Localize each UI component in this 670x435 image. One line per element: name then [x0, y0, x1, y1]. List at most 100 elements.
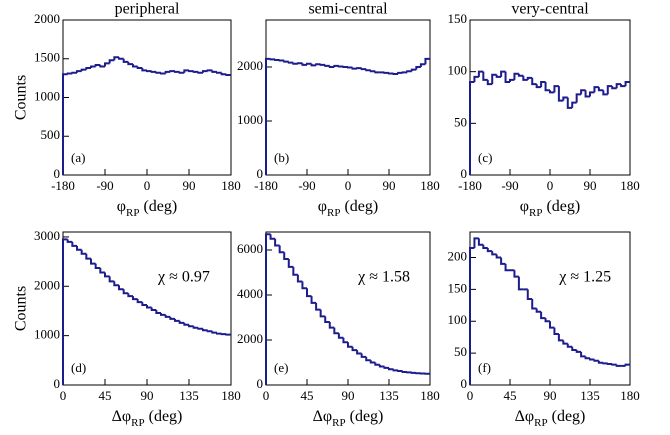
x-label-subscript: RP: [327, 207, 340, 219]
y-tick-label: 0: [54, 166, 61, 181]
histogram-step: [310, 63, 317, 67]
histogram-step: [337, 333, 344, 339]
histogram-step: [174, 318, 180, 322]
histogram-step: [324, 64, 330, 67]
histogram-step: [319, 309, 326, 318]
histogram-step: [495, 254, 502, 259]
histogram-step: [269, 234, 276, 240]
x-tick-label: -90: [96, 178, 113, 193]
histogram-step: [296, 62, 303, 65]
histogram-step: [301, 281, 307, 290]
histogram-step: [620, 84, 626, 88]
histogram-step: [66, 72, 73, 75]
x-tick-label: -90: [501, 178, 518, 193]
histogram-step: [615, 364, 622, 367]
x-tick-label: 90: [342, 388, 355, 403]
histogram-step: [549, 90, 555, 94]
histogram-step: [183, 322, 189, 326]
histogram-step: [397, 370, 403, 373]
histogram-step: [602, 90, 608, 96]
histogram-step: [517, 276, 524, 291]
x-label-symbol: Δφ: [313, 408, 333, 425]
y-tick-label: 150: [448, 280, 468, 295]
histogram-step: [141, 68, 147, 72]
histogram-step: [188, 324, 194, 328]
histogram-step: [392, 369, 399, 372]
histogram-step: [347, 66, 353, 69]
plot-frame: [62, 19, 232, 176]
histogram-step: [504, 263, 510, 272]
x-tick-label: 45: [301, 388, 314, 403]
histogram-step: [113, 281, 119, 287]
histogram-step: [169, 316, 175, 320]
x-label-unit: (deg): [546, 198, 580, 215]
histogram-step: [80, 68, 87, 72]
x-tick-label: 90: [141, 388, 154, 403]
histogram-step: [378, 364, 385, 368]
x-tick-label: 0: [467, 388, 474, 403]
histogram-step: [113, 56, 119, 61]
histogram-step: [278, 245, 285, 254]
histogram-step: [62, 73, 68, 175]
histogram-step: [160, 72, 166, 75]
histogram-step: [310, 296, 317, 304]
x-label-subscript: RP: [534, 417, 547, 429]
histogram-step: [562, 96, 568, 101]
panel-title: very-central: [511, 1, 589, 18]
histogram-step: [141, 302, 147, 307]
x-tick-label: 180: [420, 178, 440, 193]
histogram-step: [401, 370, 408, 373]
x-tick-label: 180: [221, 178, 241, 193]
x-tick-label: 90: [183, 178, 196, 193]
histogram-step: [356, 350, 362, 355]
y-tick-label: 150: [448, 11, 468, 26]
x-tick-label: 180: [620, 178, 640, 193]
plot-frame: [469, 19, 631, 176]
histogram-step: [306, 62, 312, 65]
x-tick-label: 0: [547, 178, 554, 193]
histogram-step: [122, 58, 129, 63]
histogram-step: [183, 69, 189, 73]
histogram-step: [265, 57, 271, 175]
y-tick-label: 0: [257, 376, 264, 391]
histogram-step: [319, 63, 326, 66]
histogram-step: [85, 67, 91, 70]
histogram-step: [580, 89, 586, 95]
histogram-step: [526, 289, 533, 300]
x-axis-label: φRP (deg): [520, 198, 580, 219]
histogram-step: [410, 68, 417, 72]
histogram-step: [544, 318, 550, 323]
histogram-step: [146, 305, 152, 309]
histogram-step: [206, 69, 213, 72]
histogram-step: [150, 307, 157, 311]
histogram-step: [415, 65, 421, 70]
histogram-step: [566, 343, 573, 348]
histogram-step: [526, 76, 533, 80]
histogram-step: [406, 70, 412, 73]
histogram-step: [301, 63, 307, 66]
histogram-step: [118, 57, 124, 60]
x-tick-label: 135: [379, 388, 399, 403]
histogram-step: [155, 309, 161, 314]
histogram-step: [66, 239, 73, 243]
histogram-step: [535, 308, 542, 313]
histogram-step: [477, 70, 484, 77]
histogram-step: [164, 70, 171, 74]
histogram-step: [328, 322, 335, 329]
histogram-step: [197, 327, 203, 330]
panel-title: semi-central: [308, 1, 388, 18]
histogram-step: [169, 70, 175, 73]
histogram-step: [624, 81, 630, 87]
y-tick-label: 2000: [34, 11, 60, 26]
histogram-step: [540, 311, 546, 320]
histogram-step: [225, 74, 231, 77]
histogram-step: [360, 68, 367, 71]
histogram-step: [593, 86, 599, 93]
histogram-step: [206, 330, 213, 333]
histogram-step: [491, 73, 497, 85]
histogram-step: [104, 272, 110, 278]
histogram-step: [549, 321, 555, 329]
histogram-step: [202, 70, 208, 73]
histogram-step: [127, 61, 133, 66]
panel-label: (c): [478, 150, 492, 165]
